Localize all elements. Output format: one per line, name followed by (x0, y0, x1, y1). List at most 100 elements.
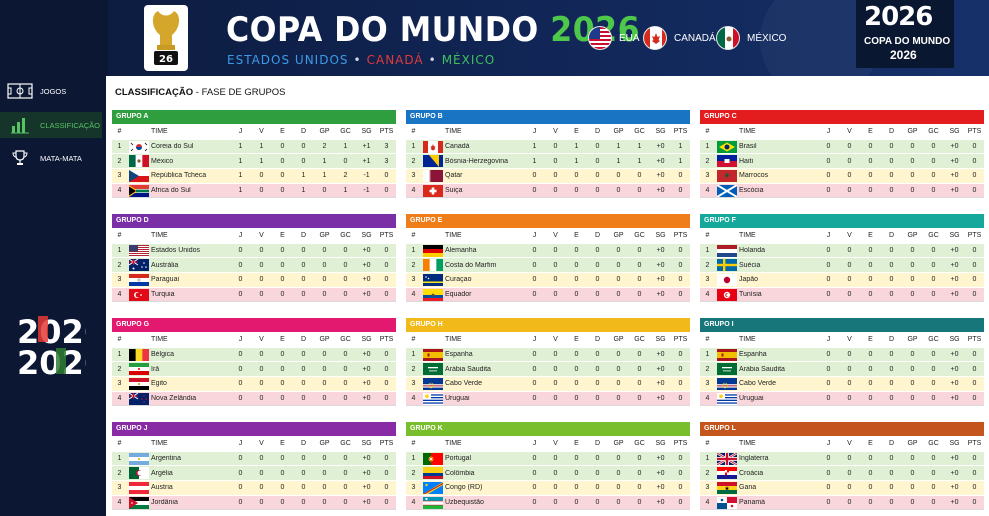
table-row[interactable]: 2 Costa do Marfim 0 0 0 0 0 0 +0 0 (406, 257, 690, 273)
table-row[interactable]: 2 Suécia 0 0 0 0 0 0 +0 0 (700, 257, 984, 273)
team-stat: 0 (343, 351, 348, 359)
team-stat: 0 (343, 261, 348, 269)
table-row[interactable]: 3 Curaçao 0 0 0 0 0 0 +0 0 (406, 272, 690, 287)
team-stat: 0 (259, 247, 264, 255)
table-row[interactable]: 2 Bósnia-Herzegovina 1 0 1 0 1 1 +0 1 (406, 153, 690, 169)
table-row[interactable]: 3 Marrocos 0 0 0 0 0 0 +0 0 (700, 168, 984, 183)
team-stat: 0 (553, 172, 558, 180)
group-header: GRUPO F (700, 214, 984, 228)
table-row[interactable]: 2 Croácia 0 0 0 0 0 0 +0 0 (700, 465, 984, 481)
table-row[interactable]: 3 Cabo Verde 0 0 0 0 0 0 +0 0 (700, 376, 984, 391)
table-row[interactable]: 2 Irã 0 0 0 0 0 0 +0 0 (112, 361, 396, 377)
table-row[interactable]: 4 Nova Zelândia 0 0 0 0 0 0 +0 0 (112, 390, 396, 406)
korea-flag-icon (129, 140, 149, 153)
table-row[interactable]: 4 Panamá 0 0 0 0 0 0 +0 0 (700, 494, 984, 510)
badge-2026: 2026 COPA DO MUNDO 2026 (856, 0, 954, 68)
team-stat: 0 (238, 365, 243, 373)
table-row[interactable]: 1 Estados Unidos 0 0 0 0 0 0 +0 0 (112, 242, 396, 258)
table-row[interactable]: 1 Espanha 0 0 0 0 0 0 +0 0 (406, 346, 690, 362)
table-row[interactable]: 4 Jordânia 0 0 0 0 0 0 +0 0 (112, 494, 396, 510)
table-row[interactable]: 1 Alemanha 0 0 0 0 0 0 +0 0 (406, 242, 690, 258)
col-stat: J (532, 231, 537, 239)
table-row[interactable]: 2 Austrália 0 0 0 0 0 0 +0 0 (112, 257, 396, 273)
table-row[interactable]: 3 Gana 0 0 0 0 0 0 +0 0 (700, 480, 984, 495)
team-points: 0 (972, 455, 977, 463)
table-row[interactable]: 4 Escócia 0 0 0 0 0 0 +0 0 (700, 182, 984, 198)
table-row[interactable]: 4 Suiça 0 0 0 0 0 0 +0 0 (406, 182, 690, 198)
table-row[interactable]: 4 Equador 0 0 0 0 0 0 +0 0 (406, 286, 690, 302)
table-row[interactable]: 2 Colômbia 0 0 0 0 0 0 +0 0 (406, 465, 690, 481)
sidebar-item-classificacao[interactable]: CLASSIFICAÇÃO (0, 112, 102, 138)
team-stat: +0 (362, 351, 371, 359)
table-row[interactable]: 1 Espanha 0 0 0 0 0 0 +0 0 (700, 346, 984, 362)
table-row[interactable]: 3 Paraguai 0 0 0 0 0 0 +0 0 (112, 272, 396, 287)
team-stat: 0 (343, 157, 348, 165)
team-points: 0 (384, 261, 389, 269)
table-row[interactable]: 4 Tunísia 0 0 0 0 0 0 +0 0 (700, 286, 984, 302)
team-stat: 0 (532, 365, 537, 373)
team-stat: 0 (280, 395, 285, 403)
team-points: 0 (678, 261, 683, 269)
table-row[interactable]: 4 Turquia 0 0 0 0 0 0 +0 0 (112, 286, 396, 302)
team-name: México (151, 157, 174, 165)
table-row[interactable]: 3 Egito 0 0 0 0 0 0 +0 0 (112, 376, 396, 391)
table-row[interactable]: 1 Argentina 0 0 0 0 0 0 +0 0 (112, 450, 396, 466)
turkey-flag-icon (129, 288, 149, 301)
table-row[interactable]: 4 Uruguai 0 0 0 0 0 0 +0 0 (700, 390, 984, 406)
team-stat: 0 (322, 455, 327, 463)
table-row[interactable]: 4 Uruguai 0 0 0 0 0 0 +0 0 (406, 390, 690, 406)
table-row[interactable]: 3 Qatar 0 0 0 0 0 0 +0 0 (406, 168, 690, 183)
team-stat: 0 (931, 157, 936, 165)
team-stat: 0 (553, 499, 558, 507)
table-row[interactable]: 3 Japão 0 0 0 0 0 0 +0 0 (700, 272, 984, 287)
group-header: GRUPO B (406, 110, 690, 124)
team-stat: 0 (343, 365, 348, 373)
table-row[interactable]: 2 México 1 1 0 0 1 0 +1 3 (112, 153, 396, 169)
team-stat: 1 (637, 143, 642, 151)
table-row[interactable]: 4 Uzbequistão 0 0 0 0 0 0 +0 0 (406, 494, 690, 510)
col-stat: V (553, 231, 558, 239)
team-stat: +0 (656, 172, 665, 180)
col-stat: GC (340, 439, 351, 447)
belgium-flag-icon (129, 348, 149, 361)
team-stat: +0 (362, 499, 371, 507)
col-stat: D (888, 335, 895, 343)
table-row[interactable]: 2 Arábia Saudita 0 0 0 0 0 0 +0 0 (700, 361, 984, 377)
table-row[interactable]: 2 Arábia Saudita 0 0 0 0 0 0 +0 0 (406, 361, 690, 377)
table-row[interactable]: 1 Inglaterra 0 0 0 0 0 0 +0 0 (700, 450, 984, 466)
team-stat: 0 (238, 351, 243, 359)
table-row[interactable]: 1 Holanda 0 0 0 0 0 0 +0 0 (700, 242, 984, 258)
table-row[interactable]: 1 Canadá 1 0 1 0 1 1 +0 1 (406, 138, 690, 154)
table-row[interactable]: 3 Áustria 0 0 0 0 0 0 +0 0 (112, 480, 396, 495)
col-pts: PTS (967, 439, 982, 447)
col-stat: J (826, 335, 831, 343)
table-row[interactable]: 1 Coreia do Sul 1 1 0 0 2 1 +1 3 (112, 138, 396, 154)
col-stat: E (868, 127, 873, 135)
team-stat: 0 (301, 247, 306, 255)
team-name: Brasil (739, 143, 757, 151)
sidebar-item-mata-mata[interactable]: MATA-MATA (0, 145, 102, 171)
table-row[interactable]: 1 Bélgica 0 0 0 0 0 0 +0 0 (112, 346, 396, 362)
table-row[interactable]: 4 África do Sul 1 0 0 1 0 1 -1 0 (112, 182, 396, 198)
grupo-i-table: GRUPO I # TIME J V E D GP GC SG PTS 1 Espanha 0 0 0 0 0 0 +… (700, 318, 984, 407)
team-stat: 0 (259, 172, 264, 180)
team-stat: 0 (322, 469, 327, 477)
table-row[interactable]: 1 Brasil 0 0 0 0 0 0 +0 0 (700, 138, 984, 154)
table-row[interactable]: 2 Haiti 0 0 0 0 0 0 +0 0 (700, 153, 984, 169)
table-row[interactable]: 3 Cabo Verde 0 0 0 0 0 0 +0 0 (406, 376, 690, 391)
team-stat: 1 (574, 157, 579, 165)
team-position: 2 (411, 469, 416, 477)
team-name: Bósnia-Herzegovina (445, 157, 509, 165)
sidebar-item-jogos[interactable]: JOGOS (0, 78, 102, 104)
team-position: 4 (411, 499, 416, 507)
team-stat: 0 (301, 291, 306, 299)
team-stat: 0 (637, 484, 642, 492)
team-stat: 1 (616, 157, 621, 165)
table-row[interactable]: 1 Portugal 0 0 0 0 0 0 +0 0 (406, 450, 690, 466)
table-row[interactable]: 2 Argélia 0 0 0 0 0 0 +0 0 (112, 465, 396, 481)
table-row[interactable]: 3 República Tcheca 1 0 0 1 1 2 -1 0 (112, 168, 396, 183)
table-row[interactable]: 3 Congo (RD) 0 0 0 0 0 0 +0 0 (406, 480, 690, 495)
col-team: TIME (739, 335, 756, 343)
page-header-title: COPA DO MUNDO 2026 (226, 10, 640, 50)
team-stat: 0 (553, 143, 558, 151)
